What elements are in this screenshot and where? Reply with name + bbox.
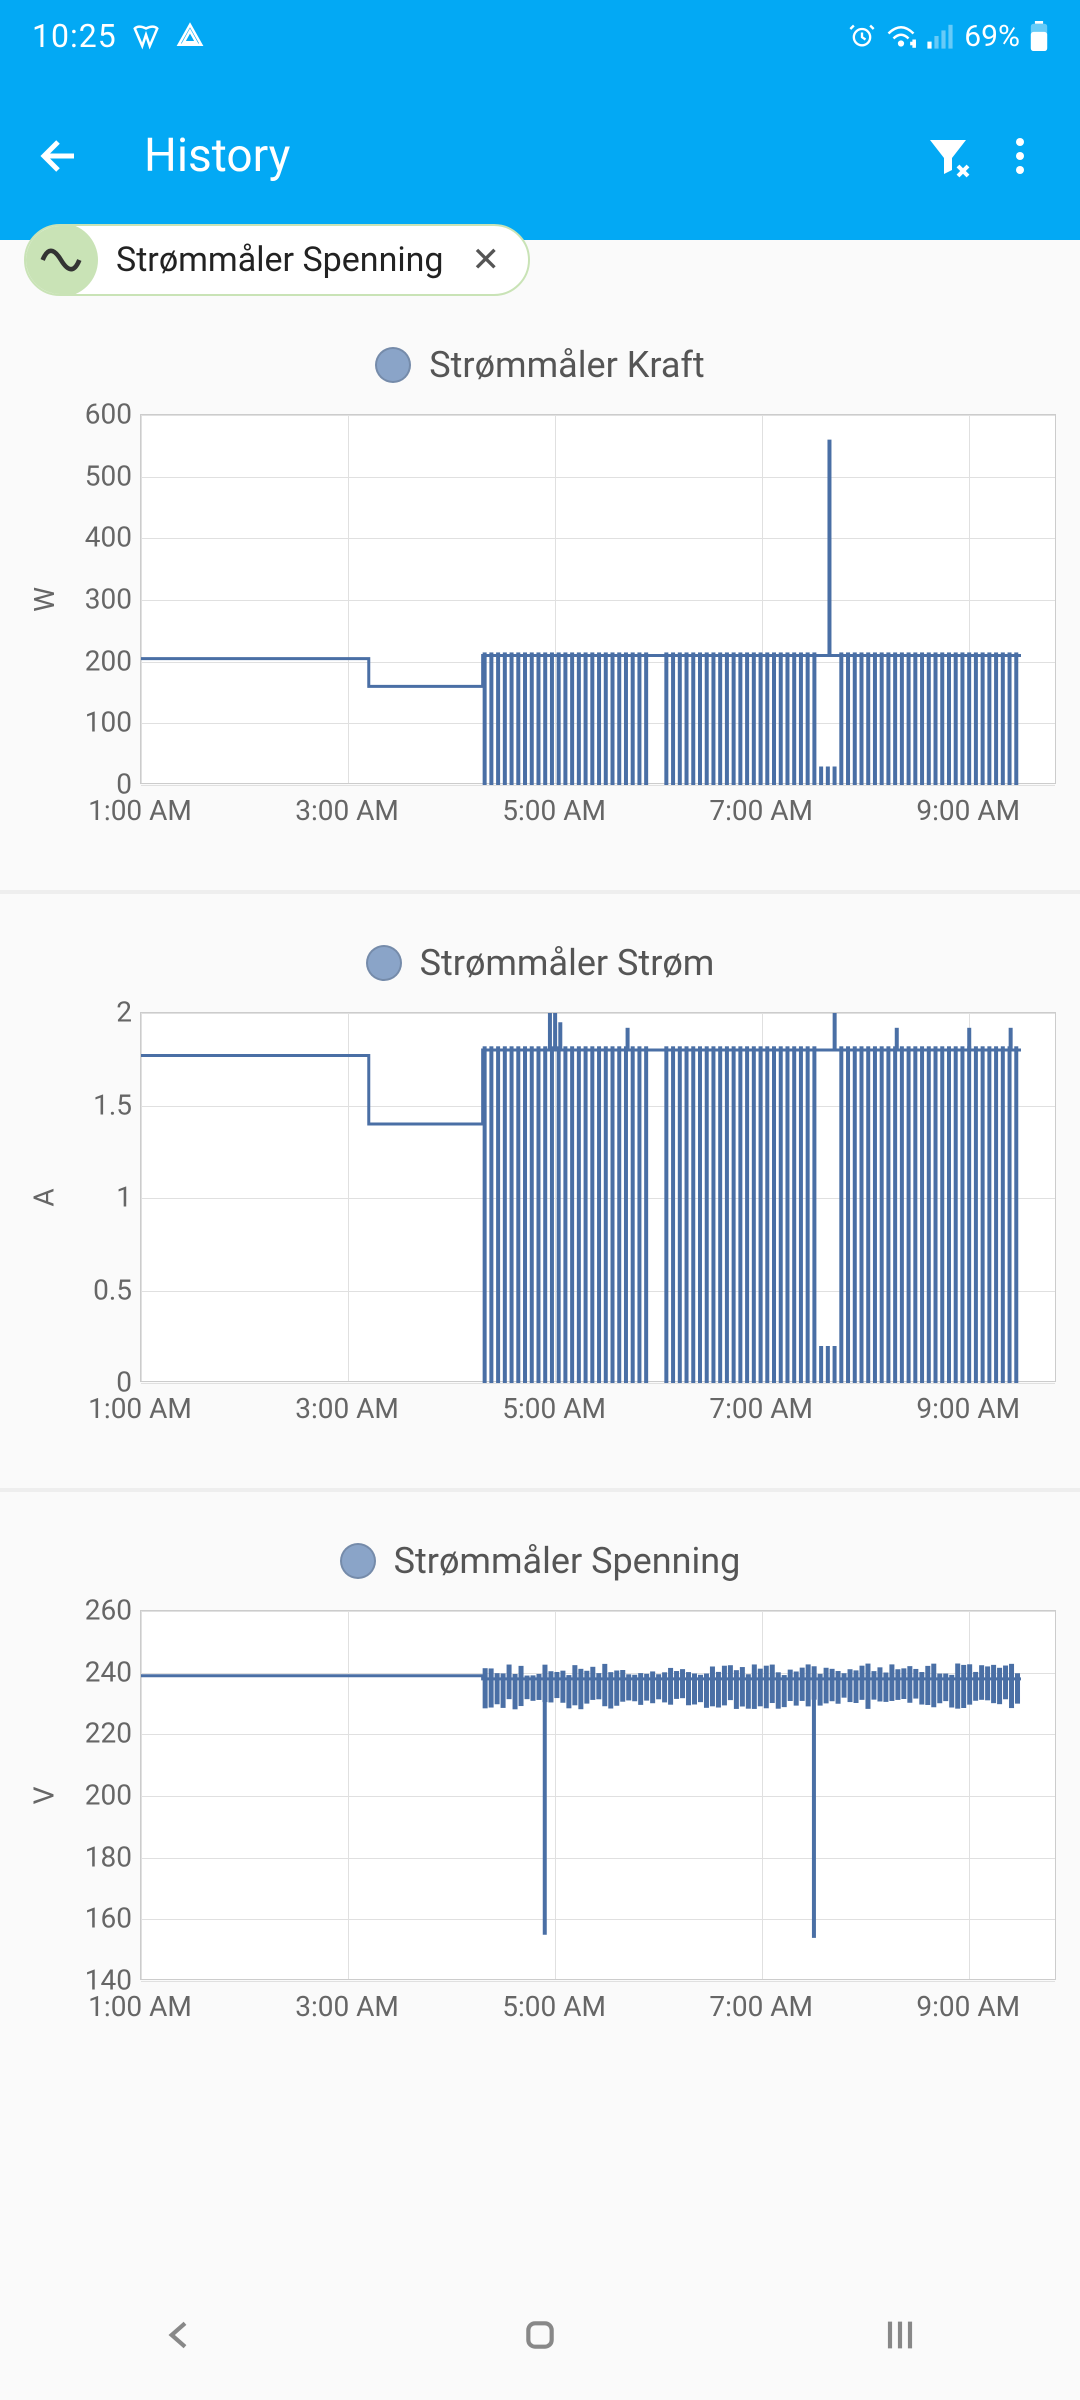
filter-chip[interactable]: Strømmåler Spenning ✕ [24,224,530,296]
chart-block: Strømmåler Strøm A00.511.521:00 AM3:00 AM… [24,942,1056,1432]
y-axis-label: A [24,1012,64,1382]
battery-text: 69% [964,19,1020,54]
system-nav-bar [0,2270,1080,2400]
y-axis: 00.511.52 [64,1012,140,1382]
filter-chip-label: Strømmåler Spenning [116,240,443,280]
chart-block: Strømmåler Kraft W01002003004005006001:00… [24,344,1056,834]
x-axis: 1:00 AM3:00 AM5:00 AM7:00 AM9:00 AM [140,794,1020,834]
y-axis: 140160180200220240260 [64,1610,140,1980]
chart-title: Strømmåler Kraft [429,344,704,386]
chart-swatch[interactable] [340,1543,376,1579]
svg-text:+: + [911,37,916,50]
more-button[interactable] [984,120,1056,192]
chart-title: Strømmåler Strøm [420,942,715,984]
x-axis: 1:00 AM3:00 AM5:00 AM7:00 AM9:00 AM [140,1392,1020,1432]
y-axis-label: V [24,1610,64,1980]
nav-recent-button[interactable] [840,2305,960,2365]
nav-back-button[interactable] [120,2305,240,2365]
chart-swatch[interactable] [366,945,402,981]
chart-plot[interactable] [140,414,1056,784]
y-axis-label: W [24,414,64,784]
nav-home-button[interactable] [480,2305,600,2365]
x-axis: 1:00 AM3:00 AM5:00 AM7:00 AM9:00 AM [140,1990,1020,2030]
chart-plot[interactable] [140,1610,1056,1980]
chart-plot[interactable] [140,1012,1056,1382]
wifi-icon: + [886,22,916,50]
status-bar: 10:25 + 69% [0,0,1080,72]
divider [0,1488,1080,1492]
page-title: History [144,129,912,183]
content: Strømmåler KraftW01002003004005006001:00… [0,344,1080,2054]
battery-icon [1030,21,1048,51]
app-bar: History [0,72,1080,240]
tesla-icon [131,21,161,51]
triangle-icon [175,21,205,51]
filter-chip-row: Strømmåler Spenning ✕ [0,224,1080,296]
y-axis: 0100200300400500600 [64,414,140,784]
status-time: 10:25 [32,17,117,55]
filter-clear-button[interactable] [912,120,984,192]
chart-title: Strømmåler Spenning [394,1540,741,1582]
sine-wave-icon [24,224,98,296]
back-button[interactable] [24,120,96,192]
chart-swatch[interactable] [375,347,411,383]
close-icon[interactable]: ✕ [461,240,510,280]
alarm-icon [848,22,876,50]
chart-block: Strømmåler Spenning V14016018020022024026… [24,1540,1056,2030]
divider [0,890,1080,894]
signal-icon [926,22,954,50]
